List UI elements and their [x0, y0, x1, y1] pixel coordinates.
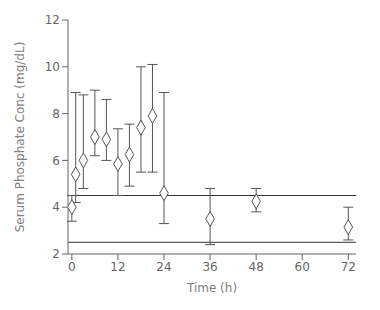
svg-text:2: 2 [52, 247, 60, 261]
svg-text:12: 12 [110, 260, 125, 274]
svg-text:6: 6 [52, 154, 60, 168]
svg-text:60: 60 [295, 260, 310, 274]
svg-text:4: 4 [52, 200, 60, 214]
svg-text:12: 12 [45, 13, 60, 27]
svg-text:Serum Phosphate Conc (mg/dL): Serum Phosphate Conc (mg/dL) [13, 42, 27, 233]
svg-text:0: 0 [68, 260, 76, 274]
svg-text:72: 72 [341, 260, 356, 274]
svg-text:48: 48 [249, 260, 264, 274]
svg-text:8: 8 [52, 107, 60, 121]
svg-text:36: 36 [202, 260, 217, 274]
svg-text:24: 24 [156, 260, 171, 274]
svg-text:Time (h): Time (h) [186, 281, 237, 295]
svg-text:10: 10 [45, 60, 60, 74]
